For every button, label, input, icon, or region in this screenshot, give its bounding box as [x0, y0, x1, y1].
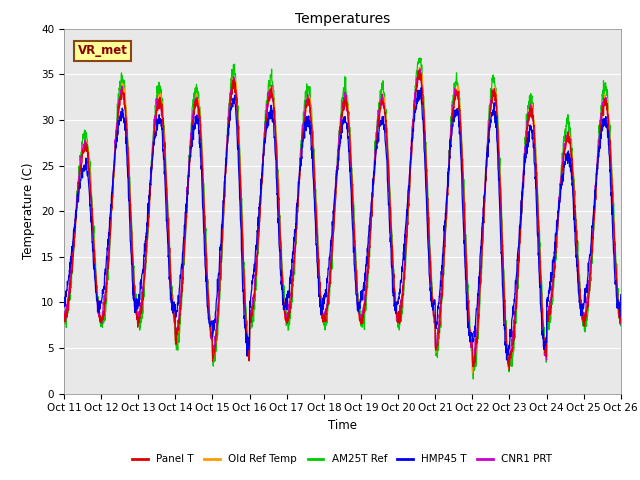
Text: VR_met: VR_met: [78, 44, 128, 57]
Y-axis label: Temperature (C): Temperature (C): [22, 163, 35, 260]
Legend: Panel T, Old Ref Temp, AM25T Ref, HMP45 T, CNR1 PRT: Panel T, Old Ref Temp, AM25T Ref, HMP45 …: [128, 450, 557, 468]
X-axis label: Time: Time: [328, 419, 357, 432]
Title: Temperatures: Temperatures: [295, 12, 390, 26]
